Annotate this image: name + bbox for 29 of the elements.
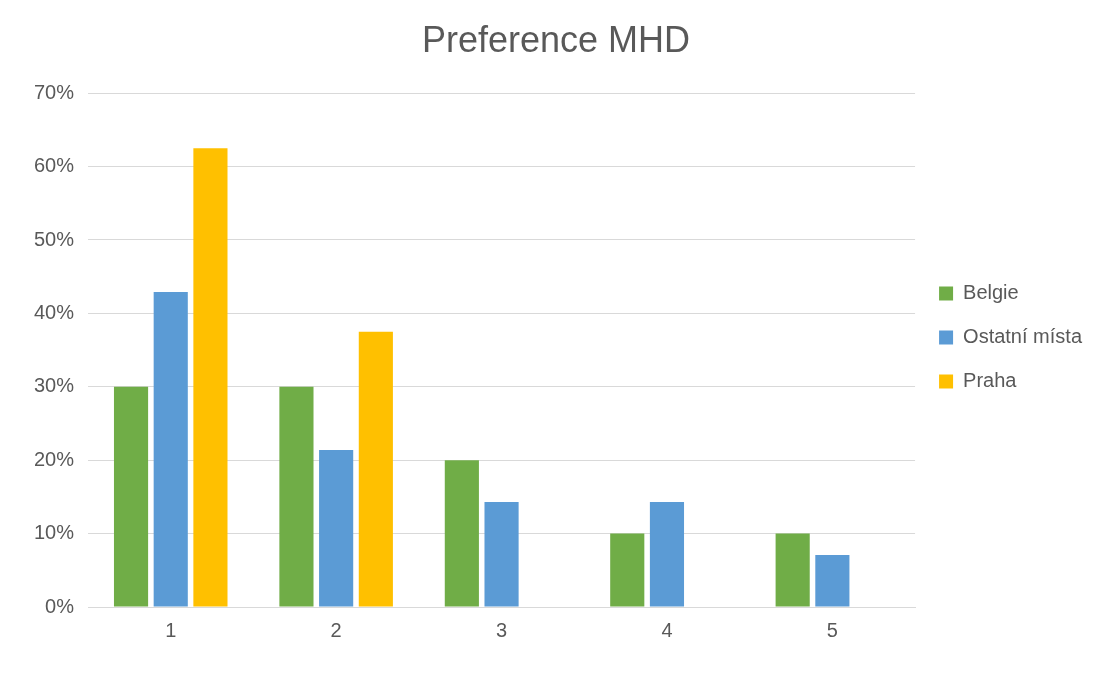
x-tick-label: 2 xyxy=(330,618,342,641)
bar xyxy=(153,292,188,607)
bar xyxy=(319,449,354,607)
x-tick-label: 1 xyxy=(165,618,177,641)
y-tick-label: 70% xyxy=(34,80,75,103)
bar xyxy=(444,460,479,607)
chart-title: Preference MHD xyxy=(421,18,691,60)
x-tick-label: 4 xyxy=(661,618,673,641)
bar xyxy=(279,386,314,607)
y-tick-label: 20% xyxy=(34,447,75,470)
bar xyxy=(113,386,149,607)
bar xyxy=(610,533,645,607)
bar xyxy=(358,331,393,607)
bar xyxy=(775,533,810,607)
y-tick-label: 10% xyxy=(34,521,75,544)
y-tick-label: 40% xyxy=(34,300,75,323)
y-tick-label: 30% xyxy=(34,374,75,397)
x-tick-label: 5 xyxy=(826,618,838,641)
bar xyxy=(815,554,850,607)
bar xyxy=(484,502,519,607)
y-tick-label: 0% xyxy=(45,594,75,617)
legend-label: Belgie xyxy=(963,281,1019,304)
legend-label: Ostatní místa xyxy=(963,325,1083,348)
y-tick-label: 50% xyxy=(34,227,75,250)
legend-label: Praha xyxy=(963,369,1018,392)
bar xyxy=(649,502,685,607)
y-tick-label: 60% xyxy=(34,154,75,177)
bar xyxy=(193,148,228,607)
x-tick-label: 3 xyxy=(495,618,508,641)
